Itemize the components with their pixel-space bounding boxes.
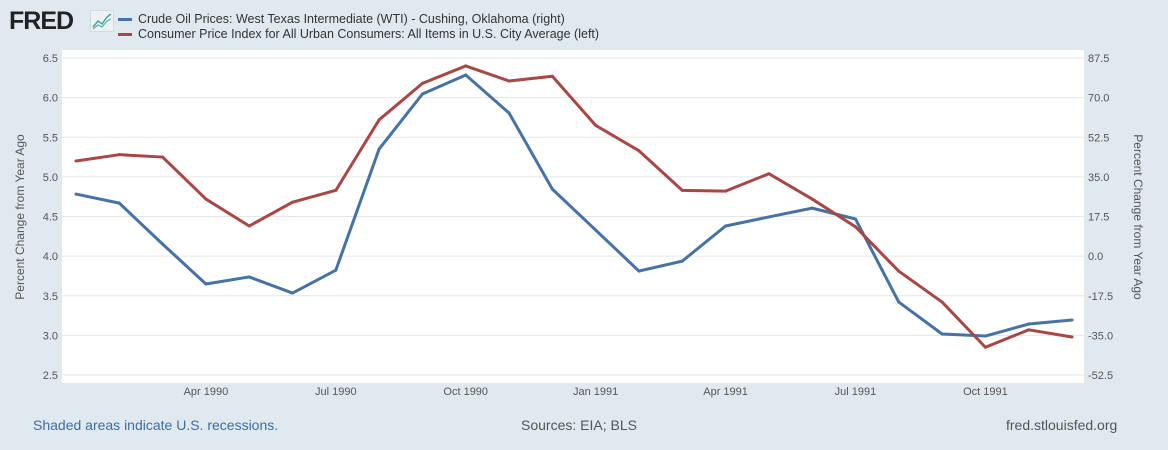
data-point [1070, 335, 1074, 339]
x-tick-label: Jul 1990 [315, 386, 357, 398]
data-point [550, 187, 554, 191]
data-point [377, 118, 381, 122]
data-point [1070, 318, 1074, 322]
data-point [377, 147, 381, 151]
data-point [247, 275, 251, 279]
y-left-tick-label: 3.0 [43, 330, 58, 342]
data-point [291, 200, 295, 204]
y-left-tick-label: 5.0 [43, 172, 58, 184]
series-line-wti [75, 73, 1073, 338]
data-point [420, 92, 424, 96]
y-right-tick-label: -52.5 [1088, 370, 1113, 382]
data-point [507, 111, 511, 115]
x-tick-label: Oct 1991 [963, 386, 1008, 398]
data-point [940, 332, 944, 336]
y-left-tick-label: 6.5 [43, 53, 58, 65]
recession-note-link[interactable]: Shaded areas indicate U.S. recessions. [33, 417, 279, 433]
data-point [637, 149, 641, 153]
data-point [724, 189, 728, 193]
y-right-tick-label: 17.5 [1088, 212, 1109, 224]
data-point [983, 334, 987, 338]
x-tick-label: Jul 1991 [835, 386, 877, 398]
data-point [724, 224, 728, 228]
data-point [680, 188, 684, 192]
y-right-tick-label: 35.0 [1088, 172, 1109, 184]
x-tick-label: Apr 1990 [184, 386, 229, 398]
data-point [204, 282, 208, 286]
data-point [897, 300, 901, 304]
data-point [680, 259, 684, 263]
y-right-tick-label: 87.5 [1088, 53, 1109, 65]
data-point [247, 224, 251, 228]
x-tick-label: Oct 1990 [443, 386, 488, 398]
y-right-tick-label: 0.0 [1088, 251, 1103, 263]
data-point [853, 225, 857, 229]
data-point [334, 188, 338, 192]
series-line-cpi [75, 64, 1073, 349]
legend-swatch-red [118, 32, 132, 36]
data-point [767, 215, 771, 219]
y-left-tick-label: 4.0 [43, 251, 58, 263]
y-right-tick-label: -35.0 [1088, 330, 1113, 342]
data-point [204, 197, 208, 201]
data-point [983, 345, 987, 349]
data-point [897, 269, 901, 273]
x-tick-label: Apr 1991 [703, 386, 748, 398]
legend-item-cpi[interactable]: Consumer Price Index for All Urban Consu… [118, 27, 599, 41]
y-axis-left-label: Percent Change from Year Ago [13, 134, 27, 300]
data-point [810, 206, 814, 210]
data-point [853, 217, 857, 221]
y-left-tick-label: 5.5 [43, 132, 58, 144]
data-point [420, 81, 424, 85]
data-point [810, 197, 814, 201]
y-right-tick-label: -17.5 [1088, 291, 1113, 303]
data-point [940, 300, 944, 304]
sources: Sources: EIA; BLS [521, 417, 637, 433]
y-axis-right-label: Percent Change from Year Ago [1131, 134, 1145, 300]
data-point [161, 155, 165, 159]
data-point [117, 201, 121, 205]
data-point [334, 268, 338, 272]
data-point [594, 228, 598, 232]
data-point [464, 64, 468, 68]
x-tick-label: Jan 1991 [573, 386, 618, 398]
y-right-tick-label: 52.5 [1088, 132, 1109, 144]
data-point [767, 172, 771, 176]
data-point [1027, 322, 1031, 326]
data-point [74, 159, 78, 163]
y-right-tick-label: 70.0 [1088, 93, 1109, 105]
data-point [117, 153, 121, 157]
data-point [291, 291, 295, 295]
fred-logo[interactable]: FRED [9, 7, 74, 35]
y-left-tick-label: 3.5 [43, 291, 58, 303]
site-link[interactable]: fred.stlouisfed.org [1006, 417, 1118, 433]
y-left-tick-label: 4.5 [43, 212, 58, 224]
data-point [161, 242, 165, 246]
data-point [74, 192, 78, 196]
data-point [1027, 328, 1031, 332]
y-left-tick-label: 6.0 [43, 93, 58, 105]
legend-item-wti[interactable]: Crude Oil Prices: West Texas Intermediat… [118, 12, 565, 26]
data-point [507, 79, 511, 83]
data-point [594, 123, 598, 127]
data-point [464, 73, 468, 77]
data-point [550, 74, 554, 78]
legend-swatch-blue [118, 17, 132, 21]
chart-logo-icon [90, 10, 114, 32]
legend-label: Consumer Price Index for All Urban Consu… [138, 27, 600, 41]
legend-label: Crude Oil Prices: West Texas Intermediat… [138, 12, 565, 26]
y-left-tick-label: 2.5 [43, 370, 58, 382]
data-point [637, 269, 641, 273]
